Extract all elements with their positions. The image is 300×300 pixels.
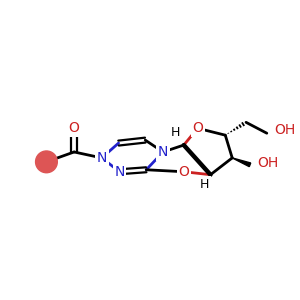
Text: N: N — [97, 151, 107, 165]
Text: OH: OH — [275, 123, 296, 137]
Text: H: H — [200, 178, 209, 191]
Text: O: O — [69, 121, 80, 135]
Text: O: O — [192, 121, 203, 135]
Text: OH: OH — [257, 156, 278, 170]
Text: H: H — [171, 126, 181, 139]
Polygon shape — [232, 158, 251, 167]
Text: O: O — [178, 165, 189, 179]
Text: N: N — [158, 145, 168, 159]
Text: N: N — [114, 165, 125, 179]
Circle shape — [36, 151, 57, 173]
